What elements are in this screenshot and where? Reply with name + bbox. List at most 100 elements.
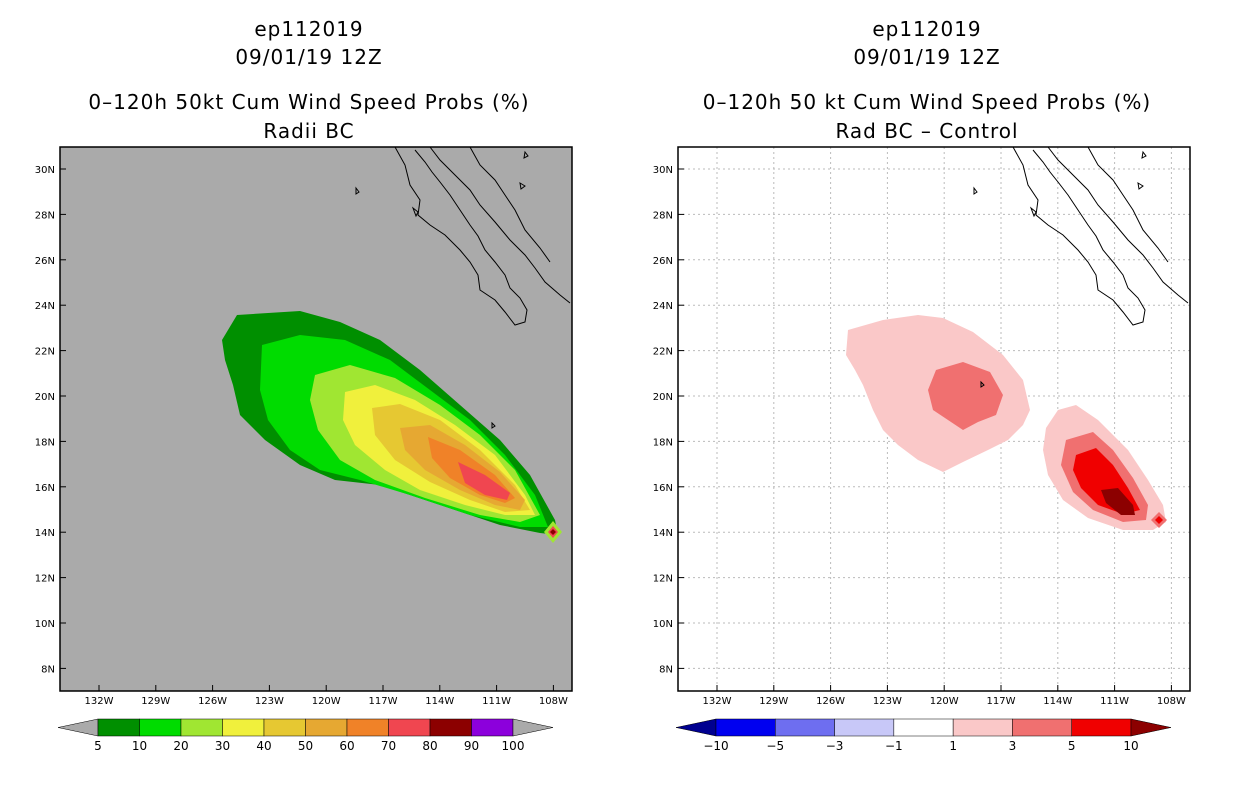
colorbar-label: 30 <box>215 739 230 753</box>
left-colorbar-labels: 5 10 20 30 40 50 60 70 80 90 100 <box>94 739 524 753</box>
colorbar-label: 70 <box>381 739 396 753</box>
lat-label: 18N <box>653 437 673 448</box>
left-colorbar <box>57 718 554 737</box>
colorbar-box <box>305 718 348 737</box>
lon-label: 126W <box>816 696 845 707</box>
lon-label: 114W <box>1043 696 1072 707</box>
lon-label: 132W <box>85 696 114 707</box>
lat-label: 18N <box>35 437 55 448</box>
storm-origin-marker-core <box>550 529 556 535</box>
lat-label: 26N <box>35 256 55 267</box>
lon-label: 108W <box>1157 696 1186 707</box>
colorbar-box <box>388 718 431 737</box>
lat-label: 16N <box>653 483 673 494</box>
lon-label: 117W <box>369 696 398 707</box>
right-subtitle: Rad BC – Control <box>835 119 1019 143</box>
lat-label: 14N <box>653 528 673 539</box>
colorbar-label: −10 <box>703 739 728 753</box>
right-title: 0–120h 50 kt Cum Wind Speed Probs (%) <box>702 90 1152 114</box>
colorbar-box <box>715 718 776 737</box>
lat-label: 12N <box>35 574 55 585</box>
lon-label: 120W <box>312 696 341 707</box>
colorbar-label: 10 <box>1123 739 1138 753</box>
colorbar-box <box>1012 718 1072 737</box>
colorbar-label: 60 <box>339 739 354 753</box>
colorbar-label: −5 <box>766 739 784 753</box>
lon-label: 117W <box>987 696 1016 707</box>
colorbar-box <box>775 718 835 737</box>
lat-label: 12N <box>653 574 673 585</box>
left-lat-axis: 30N 28N 26N 24N 22N 20N 18N 16N 14N 12N 10N 8N <box>35 165 66 675</box>
left-lon-axis: 132W 129W 126W 123W 120W 117W 114W 111W 108W <box>85 685 568 707</box>
lon-label: 120W <box>930 696 959 707</box>
diff-contour-10-east <box>1101 488 1135 515</box>
colorbar-box <box>471 718 514 737</box>
lat-label: 28N <box>35 210 55 221</box>
colorbar-box <box>97 718 140 737</box>
lon-label: 108W <box>539 696 568 707</box>
colorbar-box <box>263 718 306 737</box>
right-difference-contours <box>846 315 1167 530</box>
colorbar-label: 90 <box>464 739 479 753</box>
colorbar-label: 10 <box>132 739 147 753</box>
lat-label: 16N <box>35 483 55 494</box>
lat-label: 8N <box>659 664 673 675</box>
colorbar-low-triangle <box>57 718 99 737</box>
left-title: 0–120h 50kt Cum Wind Speed Probs (%) <box>88 90 530 114</box>
lon-label: 129W <box>759 696 788 707</box>
colorbar-label: 5 <box>1068 739 1076 753</box>
left-datetime: 09/01/19 12Z <box>235 45 383 69</box>
diff-contour-3-west <box>928 362 1003 430</box>
right-lat-axis: 30N 28N 26N 24N 22N 20N 18N 16N 14N 12N 10N 8N <box>653 165 684 675</box>
right-coastline <box>973 146 1189 388</box>
colorbar-box <box>139 718 182 737</box>
lat-label: 20N <box>653 392 673 403</box>
lon-label: 114W <box>425 696 454 707</box>
lon-label: 111W <box>1100 696 1129 707</box>
right-colorbar <box>675 718 1172 737</box>
left-coastline <box>355 146 571 429</box>
lat-label: 22N <box>35 347 55 358</box>
left-probability-contours <box>222 311 562 543</box>
colorbar-high-triangle <box>512 718 554 737</box>
lat-label: 8N <box>41 664 55 675</box>
right-colorbar-labels: −10 −5 −3 −1 1 3 5 10 <box>703 739 1138 753</box>
lon-label: 111W <box>482 696 511 707</box>
left-map: 30N 28N 26N 24N 22N 20N 18N 16N 14N 12N 10N 8N 132W… <box>35 146 573 753</box>
right-datetime: 09/01/19 12Z <box>853 45 1001 69</box>
colorbar-box <box>952 718 1013 737</box>
right-lon-axis: 132W 129W 126W 123W 120W 117W 114W 111W 108W <box>703 685 1186 707</box>
lon-label: 123W <box>873 696 902 707</box>
lat-label: 24N <box>653 301 673 312</box>
lat-label: 30N <box>653 165 673 176</box>
colorbar-box <box>429 718 472 737</box>
lat-label: 10N <box>35 619 55 630</box>
colorbar-box <box>893 718 954 737</box>
contour-70 <box>458 462 510 500</box>
lon-label: 132W <box>703 696 732 707</box>
colorbar-label: 40 <box>256 739 271 753</box>
colorbar-label: 20 <box>173 739 188 753</box>
colorbar-box <box>180 718 223 737</box>
colorbar-label: 50 <box>298 739 313 753</box>
lat-label: 22N <box>653 347 673 358</box>
left-storm-id: ep112019 <box>254 17 364 41</box>
lat-label: 26N <box>653 256 673 267</box>
colorbar-box <box>222 718 265 737</box>
colorbar-low-triangle <box>675 718 717 737</box>
lat-label: 10N <box>653 619 673 630</box>
left-panel: ep112019 09/01/19 12Z 0–120h 50kt Cum Wi… <box>35 17 573 753</box>
colorbar-label: −1 <box>885 739 903 753</box>
colorbar-label: 3 <box>1009 739 1017 753</box>
right-storm-id: ep112019 <box>872 17 982 41</box>
colorbar-label: −3 <box>826 739 844 753</box>
lon-label: 123W <box>255 696 284 707</box>
diff-origin-inner <box>1155 516 1163 524</box>
colorbar-label: 5 <box>94 739 102 753</box>
colorbar-box <box>834 718 895 737</box>
left-subtitle: Radii BC <box>263 119 355 143</box>
lat-label: 24N <box>35 301 55 312</box>
lat-label: 28N <box>653 210 673 221</box>
lat-label: 14N <box>35 528 55 539</box>
colorbar-box <box>346 718 389 737</box>
